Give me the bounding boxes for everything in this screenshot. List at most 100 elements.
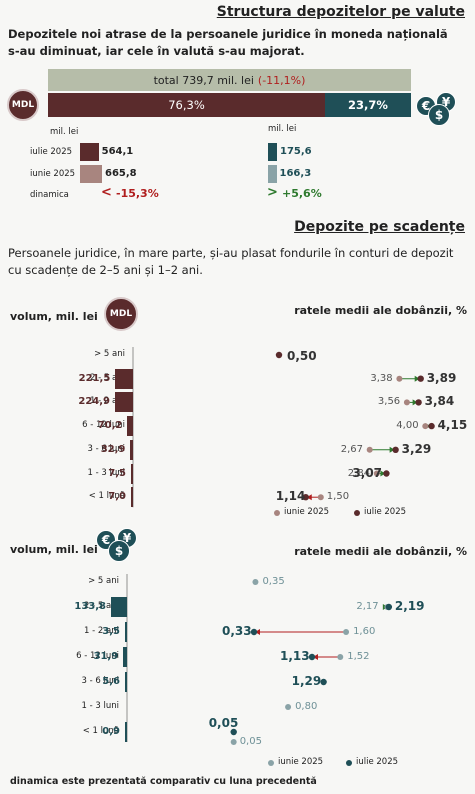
fx-volume-label: volum, mil. lei [10,543,98,556]
fx-july-rate-6: 0,05 [208,716,239,730]
fx-june-dot-5 [285,704,292,710]
fx-volume-value-6: 0,9 [102,726,120,737]
fx-june-rate-5: 0,80 [295,701,318,712]
mdl-july-rate-4: 3,29 [401,441,432,456]
fx-volume-bar-2 [125,622,127,642]
legend-dot-june-mdl [274,510,280,516]
fx-volume-bar-3 [123,647,127,667]
mdl-july-rate-0: 0,50 [287,349,317,363]
mdl-july-rate-3: 4,15 [437,418,468,433]
legend-june-mdl: iunie 2025 [284,507,330,517]
mdl-june-rate-6: 1,50 [326,491,350,503]
mdl-june-rate-2: 3,56 [377,396,401,408]
mdl-volume-bar-5 [131,463,133,484]
mdl-july-rate-1: 3,89 [426,370,457,385]
mdl-june-dot-1 [396,375,403,382]
mdl-july-dot-5 [383,470,390,477]
fx-volume-value-4: 5,6 [102,676,120,687]
mdl-category-2: 1 - 2 ani [90,396,125,407]
fx-july-dot-1 [385,603,393,611]
mdl-volume-bar-6 [131,487,133,508]
fx-july-rate-3: 1,13 [280,649,310,663]
row-label-july: iulie 2025 [30,147,73,157]
dynamics-fx-arrow: > [267,185,278,200]
mdl-change-arrow-5 [380,470,386,477]
mdl-badge: MDL [7,89,39,121]
mdl-july-dot-4 [392,446,399,453]
legend-dot-july-fx [346,760,352,766]
legend-july-mdl: iulie 2025 [364,507,407,517]
mdl-volume-value-2: 224,9 [78,396,110,408]
bar-fx-june [268,165,277,183]
mdl-change-arrow-2 [412,399,418,406]
fx-july-rate-2: 0,33 [222,624,252,638]
dynamics-mdl-arrow: < [101,185,112,200]
structure-lead: Depozitele noi atrase de la persoanele j… [8,27,448,58]
dynamics-label: dinamica [30,190,69,200]
mdl-june-dot-2 [403,399,410,406]
fx-change-arrow-3 [313,654,318,660]
fx-june-rate-1: 2,17 [356,601,379,612]
mdl-category-6: < 1 lună [88,491,125,502]
dynamics-fx: +5,6% [282,187,322,200]
mdl-july-dot-6 [302,494,309,501]
mdl-july-dot-3 [428,422,435,430]
mdl-change-arrow-4 [389,446,395,453]
mdl-june-dot-3 [422,423,429,430]
mdl-volume-value-1: 221,5 [78,372,111,384]
mdl-category-1: 2 - 5 ani [90,372,125,383]
fx-july-dot-3 [308,653,316,661]
bar-mdl-july [80,143,99,161]
mdl-june-rate-5: 2,84 [347,467,371,479]
mdl-june-rate-4: 2,67 [340,443,363,455]
mdl-category-4: 3 - 6 luni [87,443,126,454]
mdl-june-rate-3: 4,00 [396,420,419,432]
legend-july-fx: iulie 2025 [356,757,399,767]
fx-july-rate-4: 1,29 [291,674,322,688]
fx-june-dot-0 [252,579,259,585]
mdl-badge-maturity-text: MDL [109,309,133,319]
mdl-volume-value-6: 7,0 [108,491,126,503]
fx-category-0: > 5 ani [88,576,119,586]
fx-category-3: 6 - 12 luni [76,651,119,661]
mdl-change-arrow-6 [306,494,312,501]
value-fx-june: 166,3 [279,168,312,179]
fx-change-arrow-2 [255,629,260,635]
fx-volume-value-3: 31,9 [93,651,119,662]
mdl-volume-value-4: 32,9 [100,443,126,455]
legend-june-fx: iunie 2025 [278,757,324,767]
mdl-june-dot-4 [366,446,373,453]
mdl-july-rate-6: 1,14 [275,489,306,504]
fx-volume-bar-1 [111,597,127,617]
mdl-badge-text: MDL [11,100,35,110]
structure-title: Structura depozitelor pe valute [216,4,465,20]
fx-category-6: < 1 lună [82,726,119,736]
footnote: dinamica este prezentată comparativ cu l… [10,776,317,787]
share-fx-label: 23,7% [348,98,388,112]
mdl-volume-bar-2 [115,392,133,413]
unit-mdl: mil. lei [50,127,79,137]
legend-dot-june-fx [268,760,274,766]
bar-fx-july [268,143,277,161]
mdl-june-rate-1: 3,38 [370,372,393,384]
fx-july-dot-2 [250,628,258,636]
bar-mdl-june [80,165,102,183]
dynamics-mdl: -15,3% [116,187,159,200]
total-change: (-11,1%) [257,73,306,87]
legend-dot-july-mdl [354,510,360,516]
mdl-rates-label: ratele medii ale dobânzii, % [294,304,467,317]
fx-category-5: 1 - 3 luni [81,701,120,711]
mdl-volume-bar-1 [115,368,133,389]
mdl-category-5: 1 - 3 luni [87,467,126,478]
maturity-title: Depozite pe scadențe [294,219,465,235]
value-mdl-june: 665,8 [105,168,137,179]
fx-june-dot-6 [230,739,237,745]
fx-volume-value-2: 3,5 [102,626,120,637]
mdl-june-dot-6 [317,494,324,501]
share-mdl-bar: 76,3% [48,93,325,117]
mdl-volume-bar-3 [127,416,133,437]
mdl-category-0: > 5 ani [94,349,125,359]
fx-june-rate-6: 0,05 [239,736,262,747]
